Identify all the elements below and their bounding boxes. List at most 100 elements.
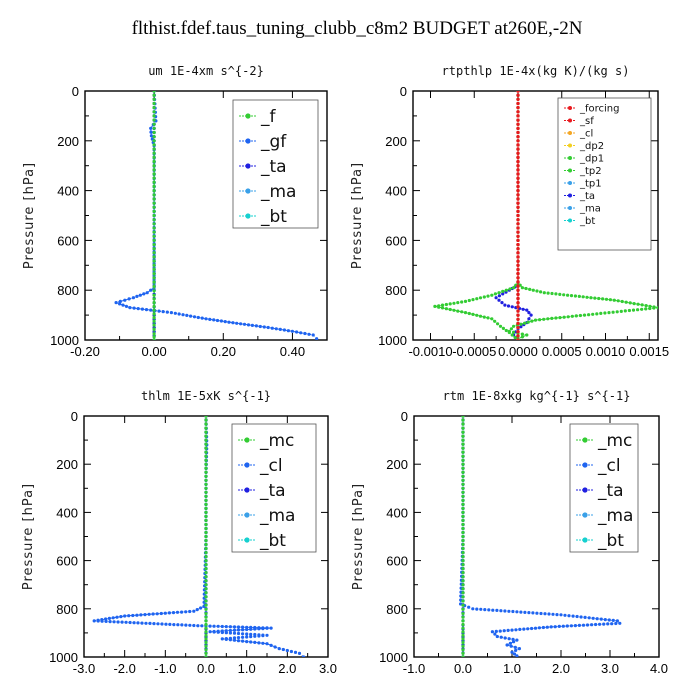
- data-point: [152, 238, 156, 242]
- data-point: [559, 613, 563, 617]
- data-point: [505, 643, 509, 647]
- series-markers-mc: [461, 416, 465, 657]
- data-point: [172, 623, 176, 627]
- data-point: [152, 218, 156, 222]
- data-point: [516, 243, 520, 247]
- data-point: [461, 478, 465, 482]
- data-point: [204, 458, 208, 462]
- data-point: [461, 644, 465, 648]
- data-point: [204, 462, 208, 466]
- data-point: [254, 324, 258, 328]
- legend-label: _forcing: [579, 104, 620, 115]
- data-point: [177, 312, 181, 316]
- data-point: [504, 328, 508, 333]
- x-tick-label: 0.0005: [542, 344, 582, 359]
- data-point: [204, 494, 208, 498]
- data-point: [461, 434, 465, 438]
- data-point: [563, 613, 567, 617]
- data-point: [553, 625, 557, 629]
- data-point: [608, 298, 613, 302]
- data-point: [224, 631, 228, 635]
- data-point: [461, 637, 465, 641]
- data-point: [239, 322, 243, 326]
- data-point: [204, 591, 208, 595]
- data-point: [486, 294, 490, 298]
- series-markers-f: [152, 91, 156, 340]
- data-point: [461, 615, 465, 619]
- data-point: [250, 323, 254, 327]
- data-point: [478, 314, 483, 318]
- data-point: [623, 309, 627, 313]
- data-point: [289, 649, 293, 654]
- data-point: [526, 627, 530, 631]
- x-tick-label: 0.20: [211, 344, 236, 359]
- data-point: [115, 615, 119, 619]
- data-point: [461, 633, 465, 637]
- data-point: [448, 302, 452, 306]
- data-point: [461, 542, 465, 547]
- data-point: [516, 197, 520, 201]
- data-point: [231, 321, 235, 325]
- data-point: [614, 621, 618, 626]
- data-point: [516, 234, 520, 238]
- data-point: [220, 637, 224, 641]
- data-point: [461, 470, 465, 474]
- legend-swatch-marker: [244, 537, 250, 543]
- data-point: [461, 418, 465, 422]
- data-point: [204, 575, 208, 579]
- data-point: [249, 627, 253, 631]
- data-point: [598, 622, 602, 626]
- data-point: [200, 624, 204, 628]
- x-tick-label: 0.0010: [586, 344, 626, 359]
- data-point: [521, 307, 525, 311]
- data-point: [145, 291, 149, 295]
- y-tick-label: 1000: [50, 333, 79, 348]
- data-point: [152, 289, 156, 293]
- data-point: [152, 251, 156, 255]
- data-point: [569, 294, 574, 298]
- data-point: [131, 296, 135, 300]
- data-point: [204, 559, 208, 563]
- data-point: [100, 619, 104, 623]
- data-point: [149, 288, 153, 292]
- data-point: [499, 609, 503, 613]
- y-tick-label: 0: [72, 84, 79, 99]
- data-point: [204, 434, 208, 438]
- data-point: [566, 293, 570, 297]
- data-point: [152, 259, 156, 263]
- data-point: [482, 315, 486, 319]
- data-point: [212, 624, 216, 628]
- data-point: [511, 286, 516, 290]
- data-point: [204, 530, 208, 535]
- data-point: [595, 617, 599, 621]
- data-point: [516, 338, 520, 340]
- data-point: [152, 189, 156, 193]
- data-point: [285, 648, 289, 653]
- x-tick-label: -0.0010: [408, 344, 452, 359]
- legend-swatch-marker: [568, 193, 572, 198]
- data-point: [204, 655, 208, 657]
- data-point: [599, 617, 603, 621]
- data-point: [463, 311, 468, 315]
- legend-label: _dp2: [579, 141, 604, 152]
- data-point: [152, 151, 156, 155]
- data-point: [567, 614, 571, 618]
- data-point: [461, 599, 465, 603]
- data-point: [475, 297, 479, 301]
- data-point: [461, 559, 465, 563]
- data-point: [494, 629, 498, 634]
- data-point: [167, 611, 171, 615]
- data-point: [224, 625, 228, 629]
- data-point: [611, 310, 615, 314]
- data-point: [135, 613, 139, 617]
- data-point: [152, 332, 156, 336]
- data-point: [437, 305, 441, 309]
- series-markers-tp2: [433, 281, 520, 340]
- data-point: [578, 313, 583, 318]
- legend-swatch-marker: [568, 218, 572, 223]
- data-point: [607, 618, 611, 622]
- data-point: [516, 172, 520, 176]
- data-point: [253, 640, 257, 645]
- data-point: [530, 626, 534, 631]
